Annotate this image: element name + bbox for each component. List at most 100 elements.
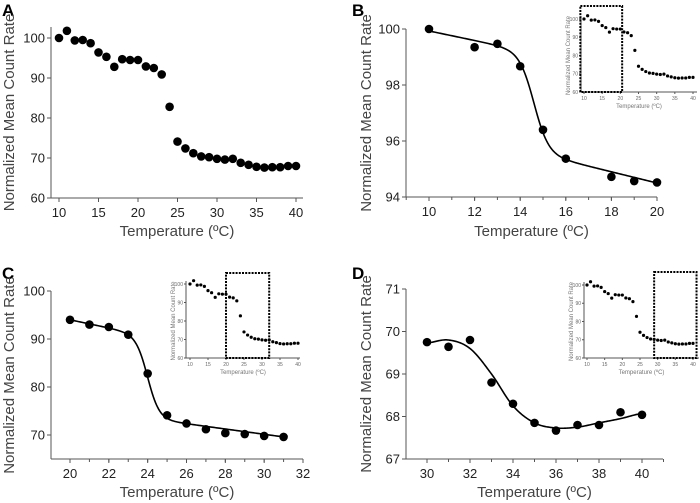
inset-highlight-box: [579, 5, 624, 93]
x-tick-label: 20: [131, 205, 145, 220]
data-point: [616, 407, 625, 417]
inset-chart: 60 70 80 90 100 10 15 20 25 30 35 40 Temperature (ºC…: [566, 5, 697, 110]
inset-data-point: [687, 75, 691, 79]
data-point: [551, 426, 561, 435]
data-point: [78, 35, 87, 45]
inset-data-point: [271, 340, 275, 344]
y-tick-label: 70: [386, 324, 400, 339]
inset-data-point: [629, 34, 633, 38]
inset-data-point: [210, 291, 214, 295]
inset-x-tick-label: 20: [223, 362, 229, 368]
inset-data-point: [274, 341, 278, 345]
inset-data-point: [188, 282, 192, 286]
data-point: [110, 62, 119, 72]
data-point: [422, 337, 432, 347]
inset-y-tick-label: 70: [177, 337, 183, 343]
inset-data-point: [618, 27, 622, 31]
x-axis-label: Temperature (ºC): [120, 484, 235, 501]
data-point: [508, 399, 518, 409]
inset-x-axis-label: Temperature (ºC): [220, 369, 266, 376]
y-tick-label: 68: [386, 409, 400, 424]
inset-data-point: [647, 71, 652, 75]
data-point: [104, 322, 114, 332]
chart-panel-a: A 60 70 80 90 100 10 15 20 25 30 35 40 Temperature (º…: [1, 1, 303, 240]
data-point: [538, 125, 548, 135]
data-point: [62, 26, 72, 36]
inset-data-point: [586, 14, 590, 18]
data-point: [94, 48, 103, 57]
data-point: [252, 162, 261, 172]
inset-data-point: [622, 30, 626, 34]
inset-x-tick-label: 15: [205, 362, 211, 368]
inset-x-tick-label: 15: [602, 362, 608, 368]
y-axis-label: Normalized Mean Count Rate: [1, 14, 18, 212]
inset-data-point: [278, 341, 282, 346]
inset-data-point: [217, 292, 221, 296]
inset-data-point: [603, 289, 607, 294]
data-point: [220, 155, 230, 164]
y-axis-label: Normalized Mean Count Rate: [1, 276, 18, 474]
inset-x-tick-label: 20: [620, 362, 626, 368]
data-point: [260, 163, 269, 172]
inset-data-point: [231, 296, 235, 300]
inset-y-tick-label: 90: [177, 300, 183, 306]
data-point: [221, 428, 230, 438]
inset-data-point: [589, 18, 593, 22]
inset-data-point: [199, 283, 203, 287]
inset-y-tick-label: 100: [570, 17, 579, 23]
inset-data-point: [641, 333, 646, 337]
inset-data-point: [249, 335, 253, 339]
inset-data-point: [624, 296, 628, 300]
inset-data-point: [655, 72, 659, 76]
inset-data-point: [680, 76, 684, 80]
data-point: [181, 144, 190, 153]
inset-data-point: [282, 342, 286, 346]
y-axis-label: Normalized Mean Count Rate: [358, 14, 375, 212]
y-tick-label: 96: [386, 134, 400, 149]
y-tick-label: 100: [23, 284, 45, 299]
inset-data-point: [588, 280, 593, 284]
data-point: [123, 330, 133, 339]
inset-data-point: [626, 31, 630, 35]
data-point: [279, 432, 288, 442]
y-tick-label: 100: [378, 22, 400, 37]
inset-data-point: [687, 341, 692, 345]
data-point: [117, 54, 127, 64]
inset-data-point: [235, 299, 239, 303]
data-point: [149, 63, 159, 73]
inset-x-tick-label: 20: [618, 96, 624, 102]
inset-y-tick-label: 80: [177, 319, 183, 325]
inset-y-tick-label: 60: [572, 90, 578, 96]
x-tick-label: 30: [210, 205, 224, 220]
data-point: [487, 378, 496, 387]
x-tick-label: 30: [420, 466, 434, 481]
inset-data-point: [253, 337, 257, 341]
data-point: [204, 152, 214, 162]
inset-data-point: [256, 337, 260, 341]
data-point: [275, 162, 285, 172]
x-tick-label: 40: [635, 466, 649, 481]
inset-y-tick-label: 100: [573, 283, 582, 289]
inset-data-point: [680, 342, 685, 346]
inset-data-point: [620, 293, 624, 297]
inset-x-tick-label: 25: [636, 96, 642, 102]
data-point: [259, 431, 269, 441]
data-point: [125, 55, 135, 65]
data-point: [201, 424, 211, 434]
inset-data-point: [585, 283, 589, 287]
x-tick-label: 30: [257, 466, 271, 481]
inset-data-point: [638, 330, 642, 334]
data-point: [493, 39, 502, 49]
inset-x-tick-label: 30: [654, 96, 660, 102]
inset-data-point: [659, 338, 663, 343]
inset-data-point: [634, 314, 639, 318]
inset-data-point: [610, 296, 614, 300]
x-tick-label: 40: [289, 205, 303, 220]
x-tick-label: 38: [592, 466, 606, 481]
data-point: [70, 36, 80, 45]
inset-data-point: [213, 295, 217, 299]
inset-data-point: [593, 18, 597, 22]
y-tick-label: 80: [31, 380, 45, 395]
data-point: [133, 55, 143, 65]
